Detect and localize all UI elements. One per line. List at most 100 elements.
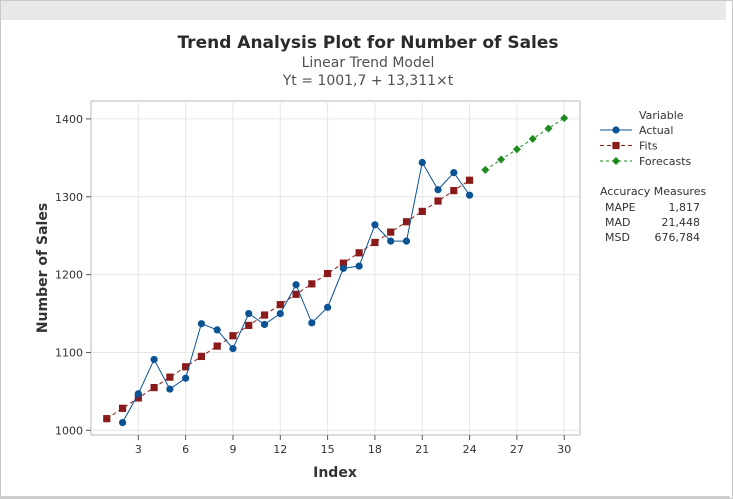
legend-marker	[612, 157, 620, 165]
window-top-bar	[1, 1, 726, 20]
accuracy-value: 1,817	[669, 201, 701, 214]
legend-items: Actual Fits Forecasts	[600, 124, 692, 168]
data-point-fits	[213, 342, 221, 350]
series-layer	[103, 114, 569, 427]
data-point-fits	[308, 280, 316, 288]
data-point-forecasts	[481, 165, 490, 174]
data-point-fits	[276, 301, 284, 309]
series-line-forecasts	[485, 117, 565, 171]
chart-subtitle: Linear Trend Model	[302, 55, 435, 71]
data-point-fits	[324, 269, 332, 278]
data-point-fits	[245, 321, 253, 329]
data-point-actual	[276, 309, 284, 318]
data-point-fits	[118, 404, 127, 412]
data-point-actual	[355, 262, 363, 270]
legend: Variable Actual Fits Forecasts	[600, 109, 692, 168]
x-tick-label: 6	[182, 443, 189, 456]
data-point-forecasts	[560, 114, 569, 123]
accuracy-value: 21,448	[662, 216, 701, 229]
series-fits	[103, 176, 474, 423]
data-point-actual	[434, 186, 442, 194]
accuracy-title: Accuracy Measures	[600, 185, 706, 198]
data-point-actual	[402, 237, 411, 245]
data-point-actual	[465, 191, 474, 199]
x-tick-label: 12	[273, 443, 287, 456]
data-point-actual	[371, 221, 379, 229]
legend-item-forecasts: Forecasts	[600, 155, 692, 168]
data-point-actual	[339, 264, 347, 272]
x-tick-label: 15	[321, 443, 335, 456]
y-tick-label: 1000	[55, 424, 83, 437]
x-tick-label: 21	[415, 443, 429, 456]
data-point-fits	[103, 415, 111, 423]
data-point-actual	[324, 303, 332, 311]
data-point-actual	[197, 320, 206, 328]
data-point-actual	[292, 281, 300, 289]
data-point-actual	[450, 169, 458, 177]
x-tick-label: 30	[557, 443, 571, 456]
x-tick-label: 3	[135, 443, 142, 456]
legend-marker	[612, 126, 620, 134]
axis-ticks: 3 6 9 12 15 18 21 24 27 30 1000 1100 1200 1300 1400	[55, 113, 571, 456]
accuracy-rows: MAPE 1,817 MAD 21,448 MSD 676,784	[605, 201, 700, 244]
data-point-fits	[339, 259, 347, 267]
accuracy-value: 676,784	[655, 231, 701, 244]
data-point-actual	[134, 390, 142, 398]
data-point-actual	[308, 319, 316, 327]
accuracy-label: MAD	[605, 216, 631, 229]
legend-marker	[612, 141, 620, 150]
x-tick-label: 18	[368, 443, 382, 456]
series-actual	[118, 158, 474, 427]
data-point-actual	[118, 418, 127, 427]
x-tick-label: 9	[229, 443, 236, 456]
legend-label: Actual	[639, 124, 673, 137]
data-point-fits	[150, 383, 158, 392]
data-point-forecasts	[512, 145, 521, 154]
data-point-actual	[182, 374, 190, 382]
data-point-actual	[245, 309, 253, 318]
data-point-fits	[229, 332, 237, 340]
chart-title: Trend Analysis Plot for Number of Sales	[177, 33, 558, 53]
data-point-actual	[213, 326, 221, 334]
accuracy-label: MAPE	[605, 201, 636, 214]
data-point-fits	[166, 373, 174, 381]
legend-label: Fits	[639, 140, 658, 153]
data-point-forecasts	[544, 124, 553, 133]
data-point-fits	[465, 176, 474, 184]
legend-item-actual: Actual	[600, 124, 673, 137]
data-point-fits	[355, 249, 363, 257]
y-tick-label: 1400	[55, 113, 83, 126]
data-point-fits	[197, 352, 206, 361]
x-tick-label: 27	[510, 443, 524, 456]
data-point-actual	[260, 320, 269, 329]
data-point-fits	[450, 187, 458, 195]
data-point-actual	[229, 344, 237, 353]
x-tick-label: 24	[463, 443, 477, 456]
data-point-forecasts	[497, 155, 506, 164]
data-point-fits	[371, 238, 379, 247]
data-point-actual	[418, 158, 426, 167]
accuracy-measures: Accuracy Measures MAPE 1,817 MAD 21,448 MSD 6…	[600, 185, 706, 244]
data-point-fits	[260, 311, 269, 319]
data-point-actual	[166, 385, 174, 393]
y-axis-label: Number of Sales	[35, 203, 51, 333]
y-tick-label: 1100	[55, 346, 83, 359]
data-point-fits	[387, 228, 395, 236]
y-tick-label: 1200	[55, 269, 83, 282]
accuracy-label: MSD	[605, 231, 630, 244]
series-forecasts	[481, 114, 569, 174]
y-tick-label: 1300	[55, 191, 83, 204]
data-point-fits	[418, 207, 426, 215]
data-point-fits	[182, 363, 190, 371]
data-point-actual	[150, 355, 158, 364]
legend-title: Variable	[639, 109, 684, 122]
data-point-fits	[292, 290, 300, 298]
data-point-actual	[387, 237, 395, 245]
window-bottom-edge	[1, 496, 730, 498]
data-point-fits	[402, 218, 411, 226]
legend-item-fits: Fits	[600, 140, 658, 153]
data-point-forecasts	[528, 134, 537, 143]
data-point-fits	[134, 394, 142, 402]
trend-equation: Yt = 1001,7 + 13,311×t	[282, 73, 454, 89]
